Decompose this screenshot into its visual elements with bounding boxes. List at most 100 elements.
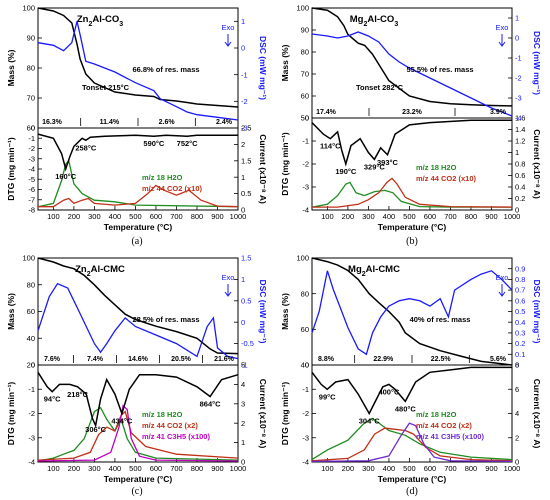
current-tick-label: 1 xyxy=(241,438,245,447)
temperature-tick-label: 100 xyxy=(321,464,334,473)
current-tick-label: 1 xyxy=(241,173,245,182)
temperature-tick-label: 400 xyxy=(109,212,122,221)
bottom-plot-frame xyxy=(37,127,239,211)
temperature-tick-label: 300 xyxy=(362,212,375,221)
dtg-tick-label: -1 xyxy=(302,385,309,394)
dtg-tick-label: -4 xyxy=(28,165,35,174)
temperature-tick-label: 200 xyxy=(342,212,355,221)
current-tick-label: 3 xyxy=(241,399,245,408)
temperature-tick-label: 300 xyxy=(362,464,375,473)
ms-curve-0 xyxy=(37,159,239,208)
current-tick-label: 8 xyxy=(515,361,519,370)
temperature-tick-label: 600 xyxy=(424,464,437,473)
exo-arrow-icon xyxy=(224,34,232,47)
top-plot-frame xyxy=(311,7,513,119)
current-tick-label: 1.6 xyxy=(515,114,525,123)
dtg-axis-label: DTG (mg min⁻¹) xyxy=(280,382,290,446)
title-part: 2 xyxy=(362,271,366,278)
current-tick-label: 6 xyxy=(515,385,519,394)
temperature-axis-label: Temperature (°C) xyxy=(104,222,173,232)
legend-entry: m/z 18 H2O xyxy=(416,410,457,419)
mass-loss-step: 11.4% xyxy=(100,119,120,126)
dtg-peak-label: 864°C xyxy=(200,400,222,409)
mass-loss-step: 3.9% xyxy=(490,109,507,116)
title-part: Mg xyxy=(348,264,362,275)
dtg-peak-label: 306°C xyxy=(85,425,107,434)
dtg-peak-label: 190°C xyxy=(335,167,357,176)
dtg-tick-label: 0 xyxy=(305,114,309,123)
mass-tick-label: 80 xyxy=(27,64,35,73)
dtg-tick-label: -1 xyxy=(28,134,35,143)
mass-tick-label: 100 xyxy=(22,4,35,13)
title-part: Mg xyxy=(350,14,364,25)
residual-mass-label: 55.5% of res. mass xyxy=(406,65,473,74)
mass-loss-step: 22.9% xyxy=(373,356,394,363)
dtg-curve xyxy=(311,366,512,416)
dtg-peak-label: 434°C xyxy=(111,417,133,426)
dtg-tick-label: -2 xyxy=(28,409,35,418)
current-tick-label: 2 xyxy=(241,140,245,149)
mass-tick-label: 20 xyxy=(27,361,35,370)
dsc-axis-label: DSC (mW mg⁻¹) xyxy=(532,280,542,344)
mass-loss-step: 5.6% xyxy=(490,356,507,363)
legend-entry: m/z 44 CO2 (x10) xyxy=(416,174,477,183)
dtg-tick-label: -1 xyxy=(302,137,309,146)
title-part: Al-CO xyxy=(367,14,394,25)
dtg-axis-label: DTG (mg min⁻¹) xyxy=(6,382,16,446)
top-plot-frame xyxy=(37,257,239,366)
dtg-peak-label: 393°C xyxy=(377,158,399,167)
dsc-tick-label: -3 xyxy=(241,124,248,133)
dtg-tick-label: -2 xyxy=(302,409,309,418)
mass-loss-step: 23.2% xyxy=(402,109,423,116)
panel-label: (c) xyxy=(131,486,142,497)
dtg-tick-label: -1 xyxy=(28,385,35,394)
dsc-axis-label: DSC (mW mg⁻¹) xyxy=(258,280,268,344)
dtg-peak-label: 400°C xyxy=(378,387,400,396)
dsc-tick-label: 0.5 xyxy=(241,296,251,305)
ms-curve-2 xyxy=(37,404,239,462)
dsc-axis-label: DSC (mW mg⁻¹) xyxy=(532,31,542,95)
temperature-tick-label: 700 xyxy=(170,464,183,473)
mass-tick-label: 100 xyxy=(296,4,309,13)
dsc-tick-label: 1 xyxy=(241,17,245,26)
current-tick-label: 0.5 xyxy=(241,189,251,198)
temperature-tick-label: 800 xyxy=(465,464,478,473)
bottom-plot-frame xyxy=(311,117,513,211)
temperature-tick-label: 500 xyxy=(129,212,142,221)
temperature-tick-label: 500 xyxy=(129,464,142,473)
dtg-tick-label: -3 xyxy=(302,183,309,192)
dtg-tick-label: 0 xyxy=(305,361,309,370)
dtg-tick-label: -2 xyxy=(28,144,35,153)
dsc-tick-label: 0.6 xyxy=(515,296,525,305)
temperature-tick-label: 600 xyxy=(424,212,437,221)
temperature-tick-label: 100 xyxy=(47,212,60,221)
current-tick-label: 5 xyxy=(241,361,245,370)
current-tick-label: 1.4 xyxy=(515,125,525,134)
temperature-tick-label: 800 xyxy=(465,212,478,221)
dsc-tick-label: 0.3 xyxy=(515,329,525,338)
dsc-tick-label: 0 xyxy=(241,318,245,327)
title-part: Al-CO xyxy=(92,14,119,25)
temperature-tick-label: 100 xyxy=(47,464,60,473)
panel-label: (d) xyxy=(406,486,418,497)
mass-tick-label: 90 xyxy=(27,34,35,43)
mass-loss-step: 7.4% xyxy=(87,356,104,363)
panel-label: (a) xyxy=(131,236,142,247)
dtg-tick-label: -3 xyxy=(302,433,309,442)
mass-tick-label: 60 xyxy=(301,325,309,334)
mass-loss-step: 8.8% xyxy=(318,356,335,363)
dtg-peak-label: 329°C xyxy=(364,162,386,171)
ms-curve-1 xyxy=(37,410,239,461)
dtg-peak-label: 218°C xyxy=(67,390,89,399)
bottom-plot-frame xyxy=(311,364,513,463)
legend-entry: m/z 44 CO2 (x2) xyxy=(416,421,472,430)
dsc-tick-label: -1 xyxy=(515,54,522,63)
legend-entry: m/z 44 CO2 (x2) xyxy=(142,421,198,430)
chart-title: Mg2Al-CMC xyxy=(348,264,400,278)
temperature-tick-label: 300 xyxy=(88,212,101,221)
temperature-tick-label: 800 xyxy=(191,212,204,221)
mass-curve xyxy=(37,7,239,108)
mass-tick-label: 40 xyxy=(301,361,309,370)
